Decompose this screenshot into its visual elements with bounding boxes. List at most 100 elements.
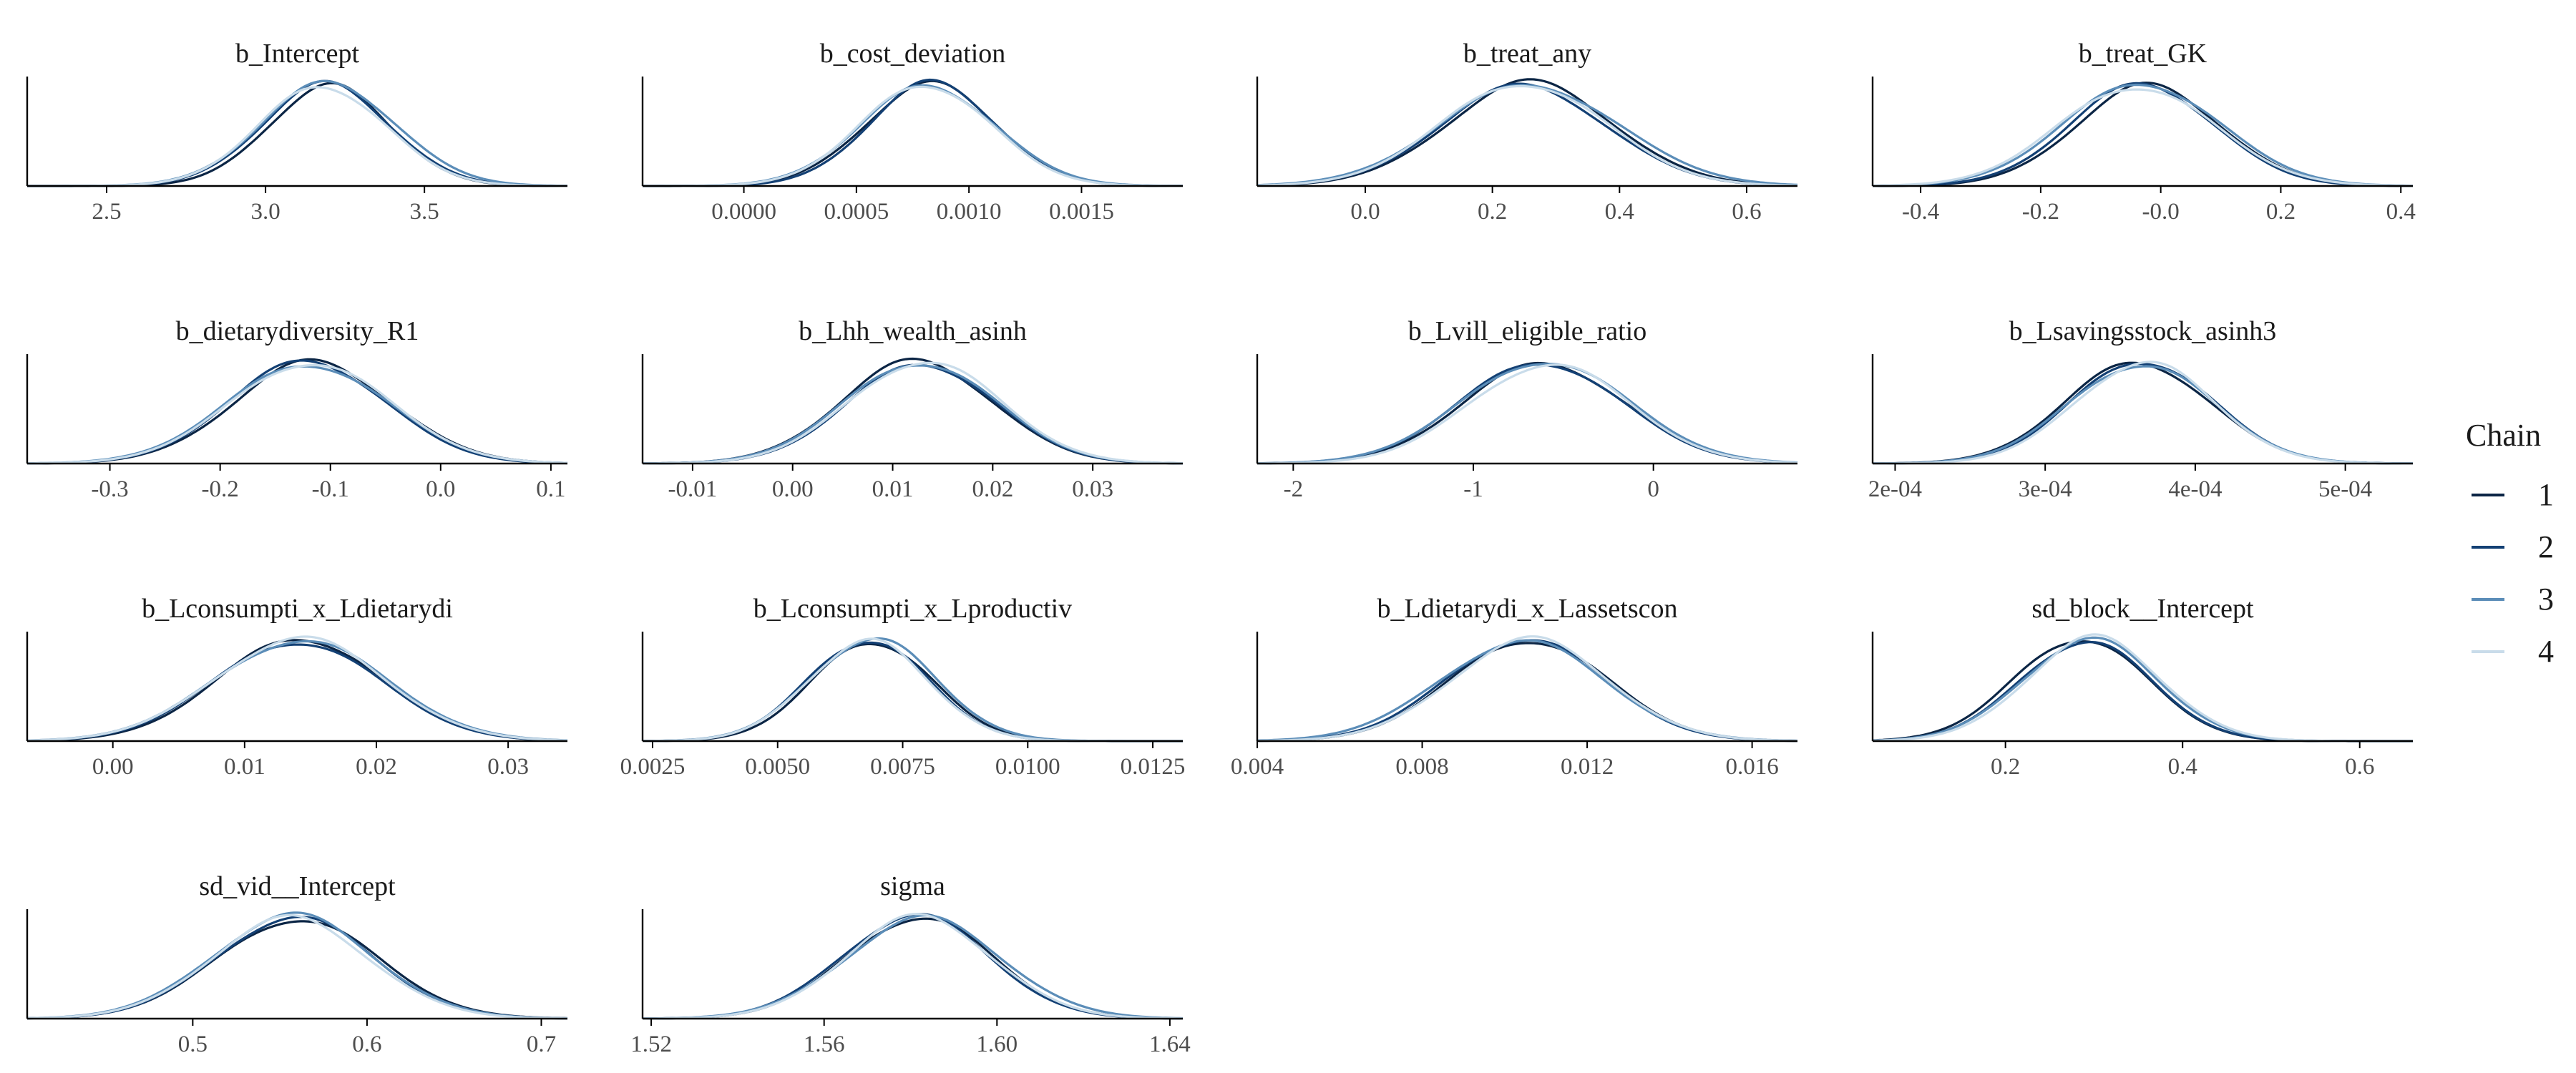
- panel-title: b_Lsavingsstock_asinh3: [2009, 316, 2277, 346]
- panel-b-lconsumpti-x-ldietarydi: b_Lconsumpti_x_Ldietarydi 0.00 0.01 0.02 0.0…: [26, 594, 568, 780]
- density-line-chain-1: [1872, 640, 2413, 743]
- x-tick-label: 0.6: [2345, 754, 2374, 780]
- x-tick-label: 0: [1647, 476, 1659, 502]
- x-tick-label: 0.4: [2386, 199, 2416, 225]
- x-tick-label: 0.2: [1991, 754, 2020, 780]
- x-tick-label: 0.02: [356, 754, 397, 780]
- x-tick-label: 3.0: [250, 199, 280, 225]
- x-tick-label: 0.0000: [711, 199, 776, 225]
- density-line-chain-2: [1873, 363, 2413, 465]
- panel-sd-block-intercept: sd_block__Intercept 0.2 0.4 0.6: [1871, 594, 2413, 780]
- panel-b-treat-any: b_treat_any 0.0 0.2 0.4 0.6: [1256, 39, 1798, 225]
- density-line-chain-3: [26, 640, 568, 742]
- x-tick-label: 0.00: [772, 476, 814, 502]
- x-tick-label: 0.01: [872, 476, 914, 502]
- x-tick-label: 0.01: [224, 754, 265, 780]
- x-tick-label: 0.012: [1561, 754, 1614, 780]
- x-tick-label: 0.7: [527, 1032, 556, 1057]
- panel-title: b_cost_deviation: [820, 39, 1006, 69]
- panel-title: b_Intercept: [235, 39, 359, 69]
- panel-b-lhh-wealth-asinh: b_Lhh_wealth_asinh -0.01 0.00 0.01 0.02 0.03: [641, 316, 1184, 502]
- density-line-chain-4: [643, 913, 1184, 1020]
- density-line-chain-2: [1873, 82, 2413, 187]
- x-tick-label: 0.0010: [937, 199, 1002, 225]
- legend: Chain 1 2 3 4: [2466, 418, 2554, 669]
- density-line-chain-1: [643, 917, 1184, 1020]
- density-line-chain-2: [26, 915, 568, 1020]
- density-line-chain-3: [643, 637, 1183, 743]
- x-tick-label: -0.4: [1902, 199, 1939, 225]
- legend-label-chain-4: 4: [2538, 634, 2554, 669]
- x-tick-label: 0.008: [1395, 754, 1448, 780]
- panel-title: b_Lhh_wealth_asinh: [799, 316, 1027, 346]
- legend-label-chain-3: 3: [2538, 582, 2554, 617]
- panel-title: sigma: [880, 871, 945, 901]
- x-tick-label: 4e-04: [2168, 476, 2222, 502]
- x-tick-label: 1.52: [630, 1032, 672, 1057]
- density-line-chain-1: [1873, 82, 2413, 187]
- panel-b-lvill-eligible-ratio: b_Lvill_eligible_ratio -2 -1 0: [1256, 316, 1798, 502]
- density-line-chain-2: [643, 78, 1183, 187]
- density-line-chain-2: [26, 643, 568, 742]
- x-tick-label: 0.0: [1350, 199, 1380, 225]
- x-tick-label: 2e-04: [1868, 476, 1922, 502]
- x-tick-label: 1.56: [804, 1032, 845, 1057]
- x-tick-label: 0.0015: [1049, 199, 1114, 225]
- x-tick-label: 0.0125: [1121, 754, 1186, 780]
- x-tick-label: 5e-04: [2318, 476, 2372, 502]
- density-line-chain-1: [643, 357, 1183, 465]
- density-line-chain-4: [26, 913, 567, 1020]
- panel-b-intercept: b_Intercept 2.5 3.0 3.5: [26, 39, 568, 225]
- x-tick-label: 0.6: [1732, 199, 1761, 225]
- density-line-chain-1: [1257, 361, 1798, 465]
- density-line-chain-2: [643, 913, 1183, 1020]
- density-line-chain-4: [1257, 635, 1798, 743]
- x-tick-label: 0.4: [1605, 199, 1634, 225]
- panel-title: b_Lconsumpti_x_Ldietarydi: [142, 594, 453, 624]
- panel-title: b_dietarydiversity_R1: [176, 316, 419, 346]
- density-line-chain-3: [643, 913, 1184, 1020]
- panel-title: b_Ldietarydi_x_Lassetscon: [1377, 594, 1677, 624]
- panel-b-cost-deviation: b_cost_deviation 0.0000 0.0005 0.0010 0.0015: [641, 39, 1183, 225]
- density-line-chain-3: [1873, 83, 2413, 187]
- panel-title: b_treat_any: [1463, 39, 1591, 69]
- density-line-chain-3: [1257, 363, 1798, 465]
- x-tick-label: 0.1: [536, 476, 565, 502]
- x-tick-label: 0.03: [487, 754, 529, 780]
- x-tick-label: 1.60: [976, 1032, 1018, 1057]
- density-line-chain-4: [27, 86, 567, 187]
- legend-label-chain-1: 1: [2538, 477, 2554, 512]
- density-line-chain-1: [1257, 78, 1798, 187]
- x-tick-label: -0.01: [668, 476, 718, 502]
- density-line-chain-4: [26, 635, 568, 742]
- x-tick-label: -0.2: [202, 476, 239, 502]
- x-tick-label: 0.016: [1725, 754, 1778, 780]
- panel-b-lconsumpti-x-lproductiv: b_Lconsumpti_x_Lproductiv 0.0025 0.0050 0.0…: [620, 594, 1186, 780]
- x-tick-label: 0.0050: [745, 754, 810, 780]
- panel-b-treat-gk: b_treat_GK -0.4 -0.2 -0.0 0.2 0.4: [1871, 39, 2416, 225]
- x-tick-label: -0.2: [2022, 199, 2059, 225]
- x-tick-label: 0.5: [178, 1032, 208, 1057]
- panel-b-dietarydiversity-r1: b_dietarydiversity_R1 -0.3 -0.2 -0.1 0.0 0.1: [26, 316, 568, 502]
- density-line-chain-1: [27, 358, 568, 465]
- density-line-chain-3: [1872, 365, 2413, 465]
- legend-label-chain-2: 2: [2538, 529, 2554, 564]
- x-tick-label: 0.4: [2168, 754, 2197, 780]
- legend-title: Chain: [2466, 418, 2541, 453]
- density-line-chain-2: [27, 79, 567, 187]
- panel-sd-vid-intercept: sd_vid__Intercept 0.5 0.6 0.7: [26, 871, 568, 1057]
- density-line-chain-3: [27, 79, 568, 187]
- x-tick-label: 0.6: [352, 1032, 381, 1057]
- density-line-chain-2: [1257, 639, 1798, 743]
- density-line-chain-1: [26, 639, 568, 743]
- density-line-chain-4: [26, 363, 568, 465]
- density-line-chain-4: [1257, 363, 1798, 465]
- x-tick-label: 0.0005: [824, 199, 889, 225]
- x-tick-label: 3.5: [410, 199, 439, 225]
- x-tick-label: 1.64: [1149, 1032, 1191, 1057]
- density-line-chain-1: [643, 642, 1183, 743]
- panel-title: sd_block__Intercept: [2031, 594, 2254, 624]
- density-line-chain-1: [26, 920, 568, 1020]
- x-tick-label: 3e-04: [2019, 476, 2072, 502]
